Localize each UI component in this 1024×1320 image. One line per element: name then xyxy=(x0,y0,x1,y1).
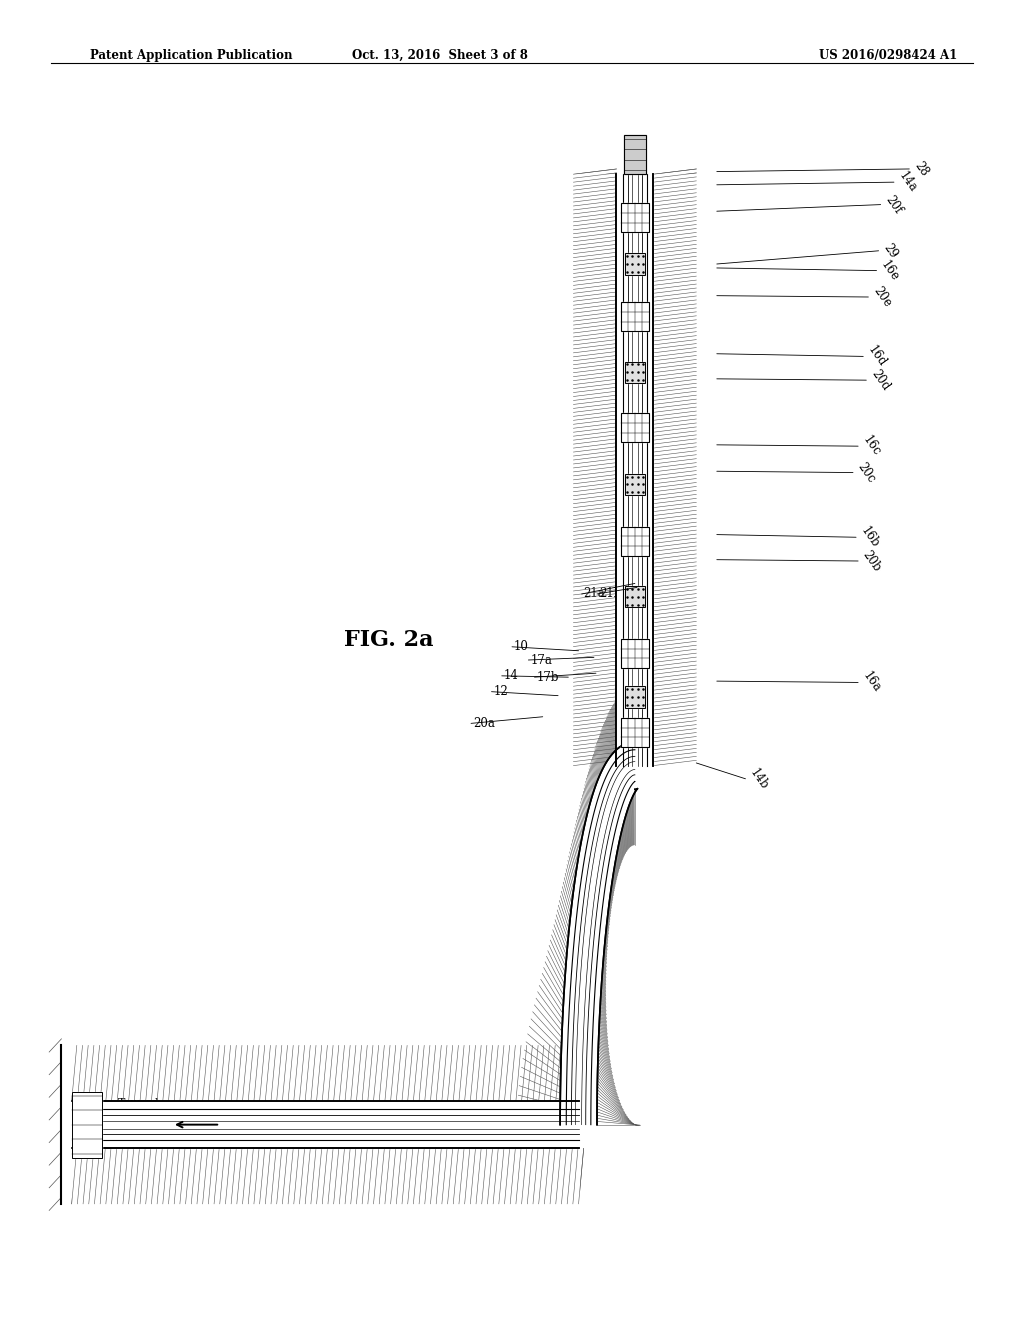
Bar xyxy=(72,1092,102,1158)
Text: Oct. 13, 2016  Sheet 3 of 8: Oct. 13, 2016 Sheet 3 of 8 xyxy=(352,49,528,62)
Text: 16b: 16b xyxy=(858,524,882,550)
Text: 17b: 17b xyxy=(537,671,559,684)
Text: Patent Application Publication: Patent Application Publication xyxy=(90,49,293,62)
Polygon shape xyxy=(560,742,638,1125)
Text: 12: 12 xyxy=(494,685,508,698)
Text: 21b: 21b xyxy=(599,587,622,601)
Text: 14b: 14b xyxy=(748,766,771,792)
Bar xyxy=(625,362,645,383)
Text: 20f: 20f xyxy=(883,193,904,216)
Bar xyxy=(625,686,645,708)
Bar xyxy=(625,474,645,495)
Text: 20a: 20a xyxy=(473,717,495,730)
Text: 17a: 17a xyxy=(530,653,552,667)
Text: FIG. 2a: FIG. 2a xyxy=(344,630,434,651)
Text: 16e: 16e xyxy=(879,257,902,284)
Text: 10: 10 xyxy=(514,640,529,653)
Text: 16a: 16a xyxy=(860,669,884,696)
Text: 28: 28 xyxy=(911,160,931,178)
Bar xyxy=(624,135,646,174)
Text: 20e: 20e xyxy=(870,284,894,310)
Text: 29: 29 xyxy=(881,242,900,260)
Bar xyxy=(625,586,645,607)
Bar xyxy=(621,302,649,331)
Text: 20d: 20d xyxy=(868,367,892,393)
Text: US 2016/0298424 A1: US 2016/0298424 A1 xyxy=(819,49,957,62)
Bar xyxy=(621,203,649,232)
Bar xyxy=(621,639,649,668)
Text: 21a: 21a xyxy=(584,587,605,601)
Bar xyxy=(625,253,645,275)
Text: 20c: 20c xyxy=(855,461,878,484)
Text: 16c: 16c xyxy=(860,434,883,458)
Text: Toward
Surface
of Well: Toward Surface of Well xyxy=(117,1098,160,1133)
Text: 20b: 20b xyxy=(860,548,884,574)
Polygon shape xyxy=(560,742,638,1125)
Text: 14: 14 xyxy=(504,669,519,682)
Bar xyxy=(621,413,649,442)
Text: 14a: 14a xyxy=(896,169,920,195)
Bar xyxy=(621,527,649,556)
Text: 16d: 16d xyxy=(865,343,889,370)
Bar xyxy=(621,718,649,747)
